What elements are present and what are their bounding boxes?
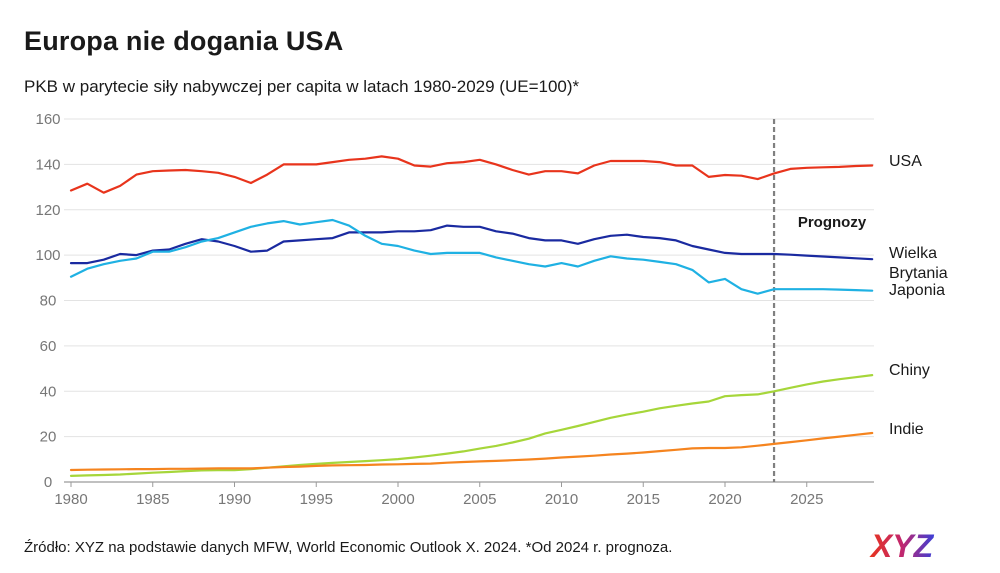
x-tick-label: 2025 xyxy=(790,491,823,508)
forecast-marker: Prognozy xyxy=(772,119,867,482)
logo-text: XYZ xyxy=(869,530,935,562)
y-tick-label: 120 xyxy=(35,202,60,219)
x-tick-label: 2010 xyxy=(545,491,578,508)
y-tick-label: 140 xyxy=(35,156,60,173)
chart-subtitle: PKB w parytecie siły nabywczej per capit… xyxy=(24,77,580,96)
series-line-usa xyxy=(69,155,874,194)
chart-title: Europa nie dogania USA xyxy=(24,26,344,56)
series-label: USA xyxy=(889,153,922,170)
series-label: Brytania xyxy=(889,265,948,282)
x-axis-ticks: 1980 1985 1990 1995 2000 2005 2010 2015 2020 2025 xyxy=(54,482,823,508)
y-tick-label: 100 xyxy=(35,247,60,264)
forecast-label: Prognozy xyxy=(798,214,867,231)
series-label: Chiny xyxy=(889,362,930,379)
grid-lines xyxy=(64,118,874,483)
line-chart: 0 20 40 60 80 100 120 140 160 1980 1985 1990 1995 20… xyxy=(35,111,948,508)
x-tick-label: 1995 xyxy=(300,491,333,508)
x-tick-label: 1990 xyxy=(218,491,251,508)
x-tick-label: 2000 xyxy=(381,491,414,508)
series-label: Japonia xyxy=(889,282,945,299)
y-tick-label: 0 xyxy=(44,474,52,491)
series-line-chiny xyxy=(69,374,874,477)
y-tick-label: 40 xyxy=(40,383,57,400)
series-lines xyxy=(69,155,874,477)
series-label: Wielka xyxy=(889,245,937,262)
x-tick-label: 2015 xyxy=(627,491,660,508)
source-note: Źródło: XYZ na podstawie danych MFW, Wor… xyxy=(24,539,673,556)
series-label: Indie xyxy=(889,421,924,438)
y-tick-label: 80 xyxy=(40,293,57,310)
y-tick-label: 60 xyxy=(40,338,57,355)
x-tick-label: 1985 xyxy=(136,491,169,508)
y-axis-ticks: 0 20 40 60 80 100 120 140 160 xyxy=(35,111,60,491)
x-tick-label: 1980 xyxy=(54,491,87,508)
y-tick-label: 20 xyxy=(40,429,57,446)
series-line-indie xyxy=(69,431,874,472)
x-tick-label: 2020 xyxy=(708,491,741,508)
series-line-wielka-brytania xyxy=(69,224,874,265)
x-tick-label: 2005 xyxy=(463,491,496,508)
y-tick-label: 160 xyxy=(35,111,60,128)
series-line-japonia xyxy=(69,218,874,295)
xyz-logo: XYZ xyxy=(869,530,935,562)
